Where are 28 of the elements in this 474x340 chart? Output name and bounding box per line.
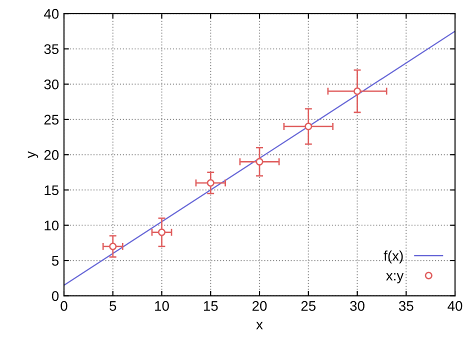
y-tick-label: 10 [44, 220, 59, 230]
x-tick-label: 0 [60, 301, 68, 311]
y-tick-label: 30 [44, 79, 59, 90]
y-tick-label: 5 [52, 256, 59, 266]
x-tick-label: 30 [350, 301, 364, 311]
x-tick-label: 35 [398, 301, 414, 311]
point [109, 242, 117, 250]
x-tick-label: 10 [155, 301, 169, 311]
x-axis-title: x [256, 322, 263, 330]
y-axis-title: y [28, 151, 38, 158]
y-tick-label: 20 [44, 150, 59, 160]
y-tick-label: 0 [52, 291, 59, 301]
point [206, 179, 214, 187]
legend-label: x:y [386, 273, 404, 284]
x-tick-label: 15 [204, 301, 218, 311]
x-tick-label: 25 [301, 301, 316, 311]
point [353, 87, 362, 96]
x-tick-label: 40 [448, 301, 462, 311]
point [158, 228, 166, 236]
y-tick-label: 35 [44, 44, 59, 54]
x-tick-label: 5 [110, 301, 116, 311]
point [256, 158, 264, 166]
y-tick-label: 15 [44, 185, 59, 196]
x-tick-label: 20 [252, 301, 267, 311]
y-tick-label: 25 [44, 114, 59, 125]
legend-label: f(x) [384, 250, 403, 264]
y-tick-label: 40 [44, 8, 59, 19]
point [304, 122, 312, 130]
